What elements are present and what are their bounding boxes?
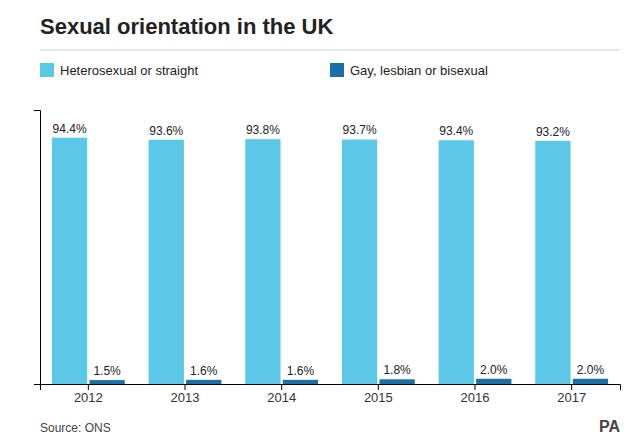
data-label: 93.7% [343, 123, 377, 137]
tick-label: 2013 [171, 390, 200, 405]
tick-mark [475, 384, 476, 390]
bar [476, 379, 511, 384]
data-label: 94.4% [53, 122, 87, 136]
bar-series [89, 379, 608, 384]
axis-line [34, 111, 41, 385]
tick-label: 2015 [364, 390, 393, 405]
tick-mark [88, 384, 89, 390]
data-label: 1.6% [190, 364, 218, 378]
tick-label: 2017 [557, 390, 586, 405]
divider [40, 50, 620, 51]
bars [52, 138, 608, 384]
tick-mark [185, 384, 186, 390]
data-label: 2.0% [577, 363, 605, 377]
tick-mark [378, 384, 379, 390]
bar [149, 140, 184, 384]
x-tick: 2016 [461, 384, 490, 405]
legend-item: Heterosexual or straight [40, 63, 198, 78]
tick-label: 2012 [74, 390, 103, 405]
legend-swatch [40, 63, 54, 77]
data-label: 93.6% [149, 124, 183, 138]
axis-line [41, 385, 621, 391]
data-label: 93.4% [439, 124, 473, 138]
tick-mark [571, 384, 572, 390]
bar [283, 380, 318, 384]
bar [89, 380, 124, 384]
y-axis [34, 111, 41, 385]
tick-mark [281, 384, 282, 390]
bar [186, 380, 221, 384]
bar [573, 379, 608, 384]
annotation: Source: ONS [40, 421, 111, 435]
bar [245, 139, 280, 384]
x-tick: 2012 [74, 384, 103, 405]
x-tick: 2014 [267, 384, 296, 405]
legend-swatch [330, 63, 344, 77]
bar [379, 379, 414, 384]
tick-label: 2016 [461, 390, 490, 405]
x-tick: 2013 [171, 384, 200, 405]
legend-item: Gay, lesbian or bisexual [330, 63, 488, 78]
x-axis: 2012 2013 2014 2015 2016 2017 [41, 384, 621, 405]
data-label: 1.5% [93, 364, 121, 378]
legend-label: Heterosexual or straight [60, 63, 198, 78]
data-label: 93.8% [246, 123, 280, 137]
data-label: 1.8% [383, 363, 411, 377]
chart: Sexual orientation in the UK Heterosexual… [0, 0, 640, 444]
data-labels: 94.4% 93.6% 93.8% 93.7% 93.4% 93.2% 1.5% 1.6% 1.… [53, 122, 605, 378]
bar [535, 141, 570, 384]
data-label: 1.6% [287, 364, 315, 378]
title: Sexual orientation in the UK [40, 14, 333, 39]
legend-label: Gay, lesbian or bisexual [350, 63, 488, 78]
annotation: PA [599, 418, 620, 435]
bar [439, 140, 474, 384]
bar-series [52, 138, 571, 384]
data-label: 93.2% [536, 125, 570, 139]
data-label: 2.0% [480, 363, 508, 377]
x-tick: 2017 [557, 384, 586, 405]
bar [342, 139, 377, 384]
x-tick: 2015 [364, 384, 393, 405]
tick-label: 2014 [267, 390, 296, 405]
legend: Heterosexual or straight Gay, lesbian or … [40, 63, 488, 78]
bar [52, 138, 87, 384]
